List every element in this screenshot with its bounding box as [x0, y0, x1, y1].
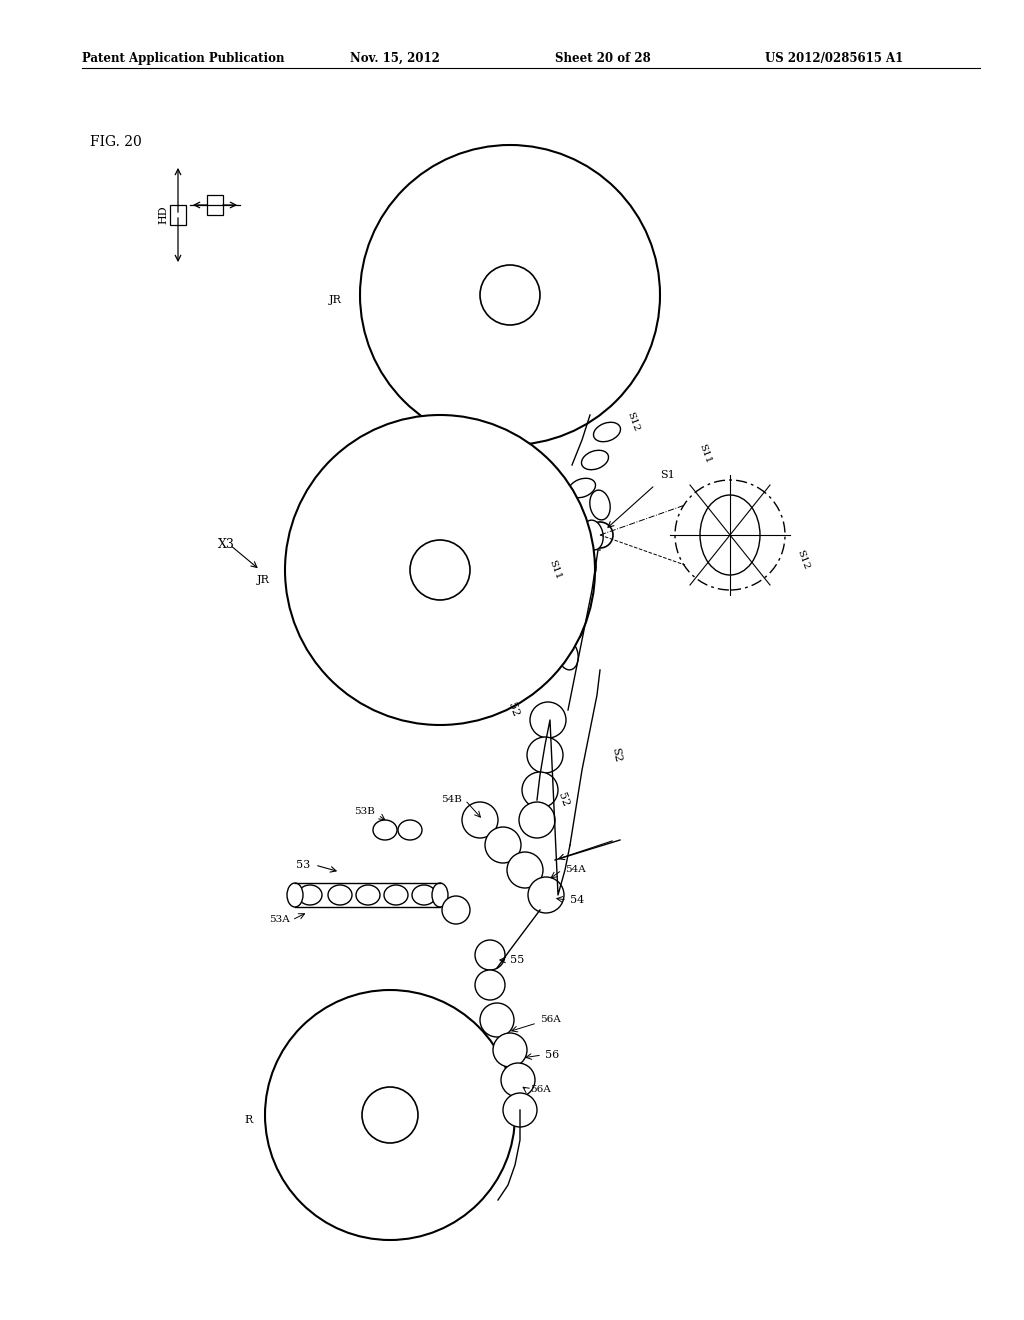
Ellipse shape	[575, 550, 596, 579]
Ellipse shape	[568, 478, 596, 498]
Text: S11: S11	[697, 442, 713, 465]
Circle shape	[362, 1086, 418, 1143]
Text: 54A: 54A	[565, 866, 586, 874]
Text: 54B: 54B	[441, 796, 462, 804]
Text: 52: 52	[556, 792, 570, 808]
Text: 53: 53	[296, 861, 310, 870]
Ellipse shape	[398, 820, 422, 840]
Text: S11: S11	[548, 558, 563, 581]
Circle shape	[410, 540, 470, 601]
Circle shape	[475, 970, 505, 1001]
Circle shape	[360, 145, 660, 445]
Ellipse shape	[328, 884, 352, 906]
Circle shape	[485, 828, 521, 863]
Circle shape	[265, 990, 515, 1239]
Ellipse shape	[356, 884, 380, 906]
Text: S12: S12	[795, 549, 810, 572]
Text: JR: JR	[257, 576, 270, 585]
Text: S1: S1	[660, 470, 675, 480]
Circle shape	[527, 737, 563, 774]
Text: Patent Application Publication: Patent Application Publication	[82, 51, 285, 65]
Circle shape	[475, 940, 505, 970]
Text: Sheet 20 of 28: Sheet 20 of 28	[555, 51, 650, 65]
Circle shape	[503, 1093, 537, 1127]
Text: 53A: 53A	[269, 916, 290, 924]
Ellipse shape	[700, 495, 760, 576]
Ellipse shape	[373, 820, 397, 840]
Circle shape	[528, 876, 564, 913]
Text: HD: HD	[158, 206, 168, 224]
Text: 56A: 56A	[540, 1015, 561, 1024]
Ellipse shape	[287, 883, 303, 907]
Text: X3: X3	[218, 539, 234, 552]
Text: JR: JR	[329, 294, 342, 305]
Text: 55: 55	[510, 954, 524, 965]
Text: S2: S2	[610, 747, 623, 763]
Text: FIG. 20: FIG. 20	[90, 135, 141, 149]
Circle shape	[285, 414, 595, 725]
Ellipse shape	[590, 490, 610, 520]
Circle shape	[519, 803, 555, 838]
Text: 52: 52	[506, 702, 520, 718]
Ellipse shape	[583, 520, 603, 550]
Circle shape	[462, 803, 498, 838]
Text: S12: S12	[625, 411, 640, 433]
Circle shape	[507, 851, 543, 888]
Ellipse shape	[384, 884, 408, 906]
Circle shape	[480, 1003, 514, 1038]
Ellipse shape	[432, 883, 449, 907]
Text: 56: 56	[545, 1049, 559, 1060]
Ellipse shape	[568, 579, 589, 610]
Circle shape	[493, 1034, 527, 1067]
Ellipse shape	[582, 450, 608, 470]
Circle shape	[501, 1063, 535, 1097]
Ellipse shape	[558, 640, 579, 669]
Text: 53B: 53B	[354, 808, 375, 817]
Text: 56A: 56A	[530, 1085, 551, 1094]
Text: R: R	[245, 1115, 253, 1125]
Bar	[170, 205, 186, 224]
Circle shape	[480, 265, 540, 325]
Ellipse shape	[594, 422, 621, 442]
Ellipse shape	[412, 884, 436, 906]
Circle shape	[587, 521, 613, 548]
Circle shape	[530, 702, 566, 738]
Text: 54: 54	[570, 895, 585, 906]
Text: Nov. 15, 2012: Nov. 15, 2012	[350, 51, 440, 65]
Ellipse shape	[563, 610, 584, 640]
Bar	[207, 195, 223, 215]
Circle shape	[522, 772, 558, 808]
Text: US 2012/0285615 A1: US 2012/0285615 A1	[765, 51, 903, 65]
Circle shape	[442, 896, 470, 924]
Circle shape	[675, 480, 785, 590]
Ellipse shape	[298, 884, 322, 906]
